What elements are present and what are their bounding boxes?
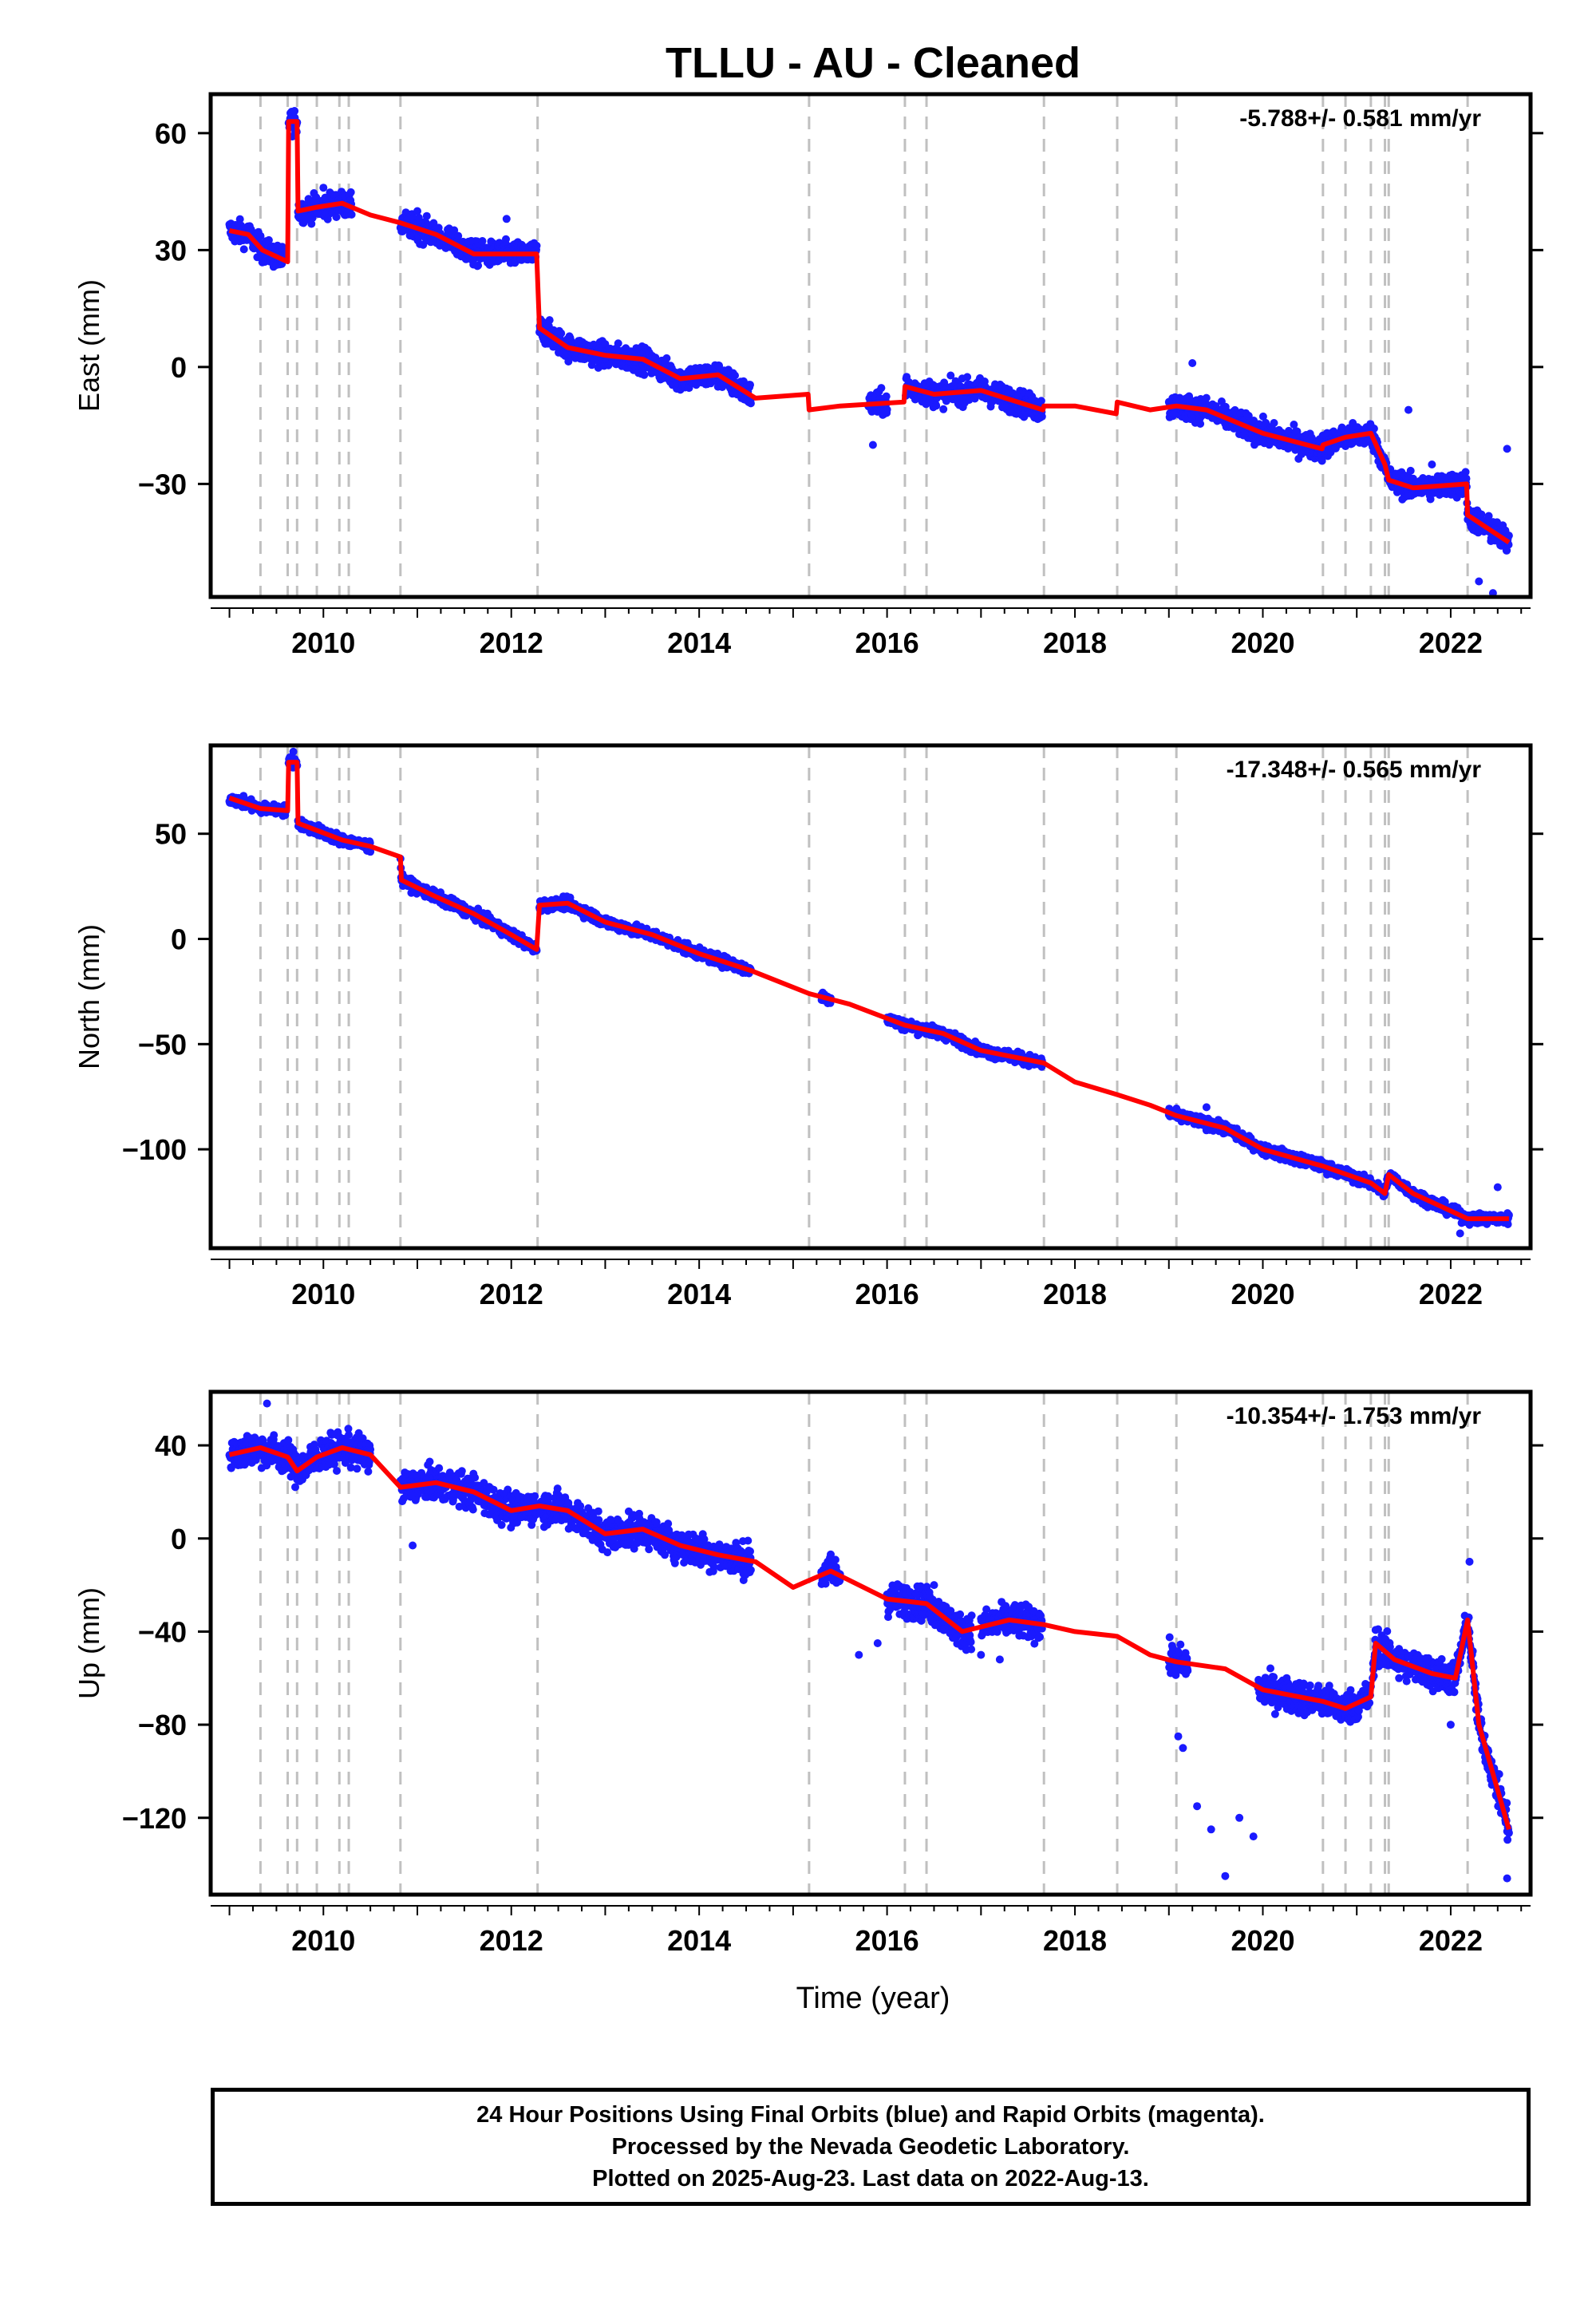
data-point (746, 381, 754, 389)
data-point (413, 207, 421, 215)
data-point (1202, 393, 1211, 402)
data-points (225, 107, 1513, 598)
data-point (882, 392, 891, 401)
data-point (1188, 359, 1197, 367)
data-point (1404, 405, 1412, 414)
data-point (239, 245, 248, 254)
y-tick-label: 60 (155, 117, 187, 150)
data-point (662, 354, 671, 362)
chart-title: TLLU - AU - Cleaned (666, 39, 1080, 87)
offset-lines (259, 745, 1469, 1248)
y-tick-label: −30 (138, 468, 187, 500)
data-point (1462, 474, 1471, 483)
data-point (1270, 419, 1278, 427)
data-point (256, 231, 265, 240)
x-tick-label: 2022 (1419, 626, 1483, 659)
data-point (290, 107, 299, 115)
data-point (264, 235, 273, 244)
data-point (450, 226, 459, 235)
data-point (545, 316, 554, 325)
rate-annotation: -5.788+/- 0.581 mm/yr (1239, 105, 1481, 132)
model-fit-line (228, 119, 1511, 545)
data-point (235, 215, 244, 223)
y-tick-label: 30 (155, 234, 187, 267)
data-point (414, 213, 423, 222)
data-point (640, 370, 649, 379)
data-point (474, 261, 483, 270)
x-tick-label: 2016 (855, 626, 919, 659)
data-point (1475, 577, 1483, 586)
data-point (1406, 466, 1415, 475)
data-point (614, 339, 622, 348)
data-point (564, 358, 573, 366)
data-point (883, 405, 891, 414)
x-tick-label: 2020 (1231, 626, 1294, 659)
data-point (319, 184, 328, 192)
x-tick-label: 2018 (1043, 626, 1107, 659)
data-point (422, 211, 431, 220)
data-point (963, 373, 972, 381)
east-panel: 60 30 0 −30 2010 2012 2014 2016 2018 2020 2022 East… (73, 92, 1543, 659)
data-point (454, 231, 463, 240)
data-point (478, 237, 487, 245)
x-tick-label: 2012 (480, 626, 543, 659)
data-point (429, 219, 438, 227)
data-point (932, 401, 941, 410)
data-point (877, 384, 886, 393)
plot-frame (208, 92, 1533, 599)
data-point (307, 219, 316, 228)
x-tick-label: 2010 (291, 626, 355, 659)
y-axis-label: East (mm) (73, 279, 105, 412)
data-point (347, 210, 356, 219)
data-point (1428, 460, 1436, 468)
data-point (746, 399, 755, 408)
data-point (346, 188, 355, 196)
data-point (1196, 420, 1205, 428)
x-tick-label: 2014 (667, 626, 731, 659)
data-point (502, 215, 511, 223)
data-point (868, 441, 877, 449)
data-point (715, 362, 724, 370)
data-point (1037, 412, 1046, 421)
data-point (1503, 445, 1511, 453)
y-tick-label: 0 (171, 351, 187, 384)
data-point (532, 241, 541, 250)
offset-lines (259, 94, 1469, 597)
data-point (731, 371, 739, 380)
data-point (332, 213, 341, 221)
data-point (557, 329, 566, 338)
data-point (939, 405, 948, 413)
